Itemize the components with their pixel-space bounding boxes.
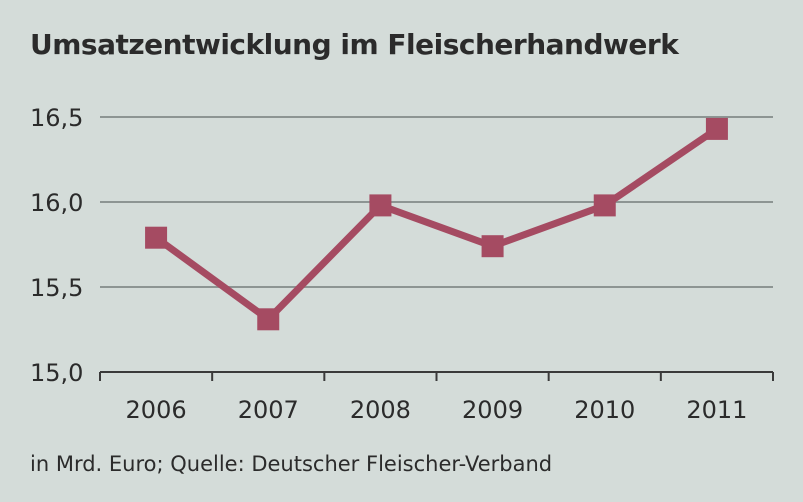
y-tick-label: 16,0 (30, 189, 83, 217)
data-series (145, 117, 728, 331)
y-tick-label: 15,0 (30, 359, 83, 387)
x-tick-label-2008: 2008 (350, 396, 411, 424)
x-tick-label-2010: 2010 (574, 396, 635, 424)
y-axis-ticks: 15,0 15,5 16,0 16,5 (30, 104, 83, 387)
x-axis: 2006 2007 2008 2009 2010 2011 (99, 371, 774, 424)
y-tick-label: 16,5 (30, 104, 83, 132)
y-tick-label: 15,5 (30, 274, 83, 302)
data-point-2007 (257, 308, 280, 331)
source-footnote: in Mrd. Euro; Quelle: Deutscher Fleische… (30, 452, 553, 476)
data-point-2010 (593, 194, 616, 217)
data-point-2008 (369, 194, 392, 217)
x-tick-label-2006: 2006 (126, 396, 187, 424)
data-point-2009 (481, 235, 504, 258)
series-line (152, 125, 721, 323)
chart-title: Umsatzentwicklung im Fleischerhandwerk (30, 28, 679, 61)
x-tick-label-2009: 2009 (462, 396, 523, 424)
data-point-2006 (145, 226, 168, 249)
gridlines (100, 116, 773, 288)
x-tick-label-2011: 2011 (686, 396, 747, 424)
data-point-2011 (705, 117, 728, 140)
x-tick-label-2007: 2007 (238, 396, 299, 424)
